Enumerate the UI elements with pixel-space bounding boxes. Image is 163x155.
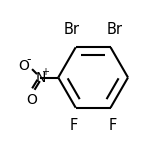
Text: F: F	[109, 118, 117, 133]
Text: -: -	[27, 53, 31, 66]
Text: +: +	[41, 67, 49, 77]
Text: Br: Br	[106, 22, 122, 37]
Text: N: N	[35, 71, 46, 84]
Text: F: F	[69, 118, 77, 133]
Text: Br: Br	[64, 22, 80, 37]
Text: O: O	[26, 93, 37, 107]
Text: O: O	[18, 59, 29, 73]
